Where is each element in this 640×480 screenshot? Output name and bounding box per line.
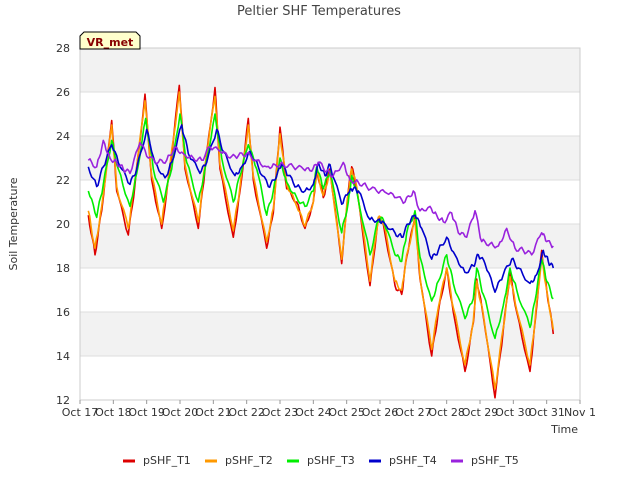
station-badge-label: VR_met: [87, 36, 134, 49]
y-tick-label: 24: [56, 130, 70, 143]
x-tick-label: Oct 31: [528, 406, 565, 419]
x-tick-label: Oct 18: [95, 406, 132, 419]
legend-item-pSHF_T2: pSHF_T2: [205, 454, 273, 467]
legend-item-pSHF_T3: pSHF_T3: [287, 454, 355, 467]
chart-title: Peltier SHF Temperatures: [237, 4, 401, 19]
x-tick-label: Nov 1: [564, 406, 596, 419]
legend-item-pSHF_T5: pSHF_T5: [451, 454, 519, 467]
y-tick-label: 22: [56, 174, 70, 187]
x-axis-label: Time: [550, 423, 578, 436]
y-axis-label: Soil Temperature: [7, 177, 20, 270]
plot-band: [80, 356, 580, 400]
x-tick-label: Oct 17: [62, 406, 99, 419]
x-tick-label: Oct 25: [328, 406, 365, 419]
x-tick-label: Oct 27: [395, 406, 432, 419]
y-tick-label: 16: [56, 306, 70, 319]
y-tick-label: 14: [56, 350, 70, 363]
x-tick-label: Oct 28: [428, 406, 465, 419]
plot-frame: [79, 47, 581, 401]
y-tick-label: 26: [56, 86, 70, 99]
x-tick-label: Oct 29: [462, 406, 499, 419]
legend-label: pSHF_T4: [389, 454, 437, 467]
x-tick-label: Oct 21: [195, 406, 232, 419]
series-line-pSHF_T2: [87, 91, 555, 390]
y-tick-label: 28: [56, 42, 70, 55]
y-axis: 12 14 16 18 20 22 24 26 28: [56, 42, 70, 407]
legend-item-pSHF_T4: pSHF_T4: [369, 454, 437, 467]
legend-label: pSHF_T5: [471, 454, 519, 467]
station-badge: VR_met: [79, 31, 141, 50]
series-line-pSHF_T3: [87, 113, 554, 340]
x-tick-label: Oct 19: [128, 406, 165, 419]
plot-band: [80, 48, 580, 92]
station-badge-shape: [79, 31, 141, 50]
y-tick-label: 20: [56, 218, 70, 231]
legend-label: pSHF_T3: [307, 454, 355, 467]
y-tick-label: 12: [56, 394, 70, 407]
legend-label: pSHF_T2: [225, 454, 273, 467]
x-tick-label: Oct 26: [362, 406, 399, 419]
series-lines: [87, 84, 555, 399]
x-tick-label: Oct 22: [228, 406, 265, 419]
x-tick-label: Oct 20: [162, 406, 199, 419]
x-tick-label: Oct 24: [295, 406, 332, 419]
legend-label: pSHF_T1: [143, 454, 191, 467]
legend: pSHF_T1 pSHF_T2 pSHF_T3 pSHF_T4 pSHF_T5: [123, 454, 519, 467]
x-tick-label: Oct 30: [495, 406, 532, 419]
series-line-pSHF_T5: [87, 139, 554, 256]
x-tick-label: Oct 23: [262, 406, 299, 419]
legend-item-pSHF_T1: pSHF_T1: [123, 454, 191, 467]
y-tick-label: 18: [56, 262, 70, 275]
plot-band: [80, 92, 580, 136]
plot-band: [80, 268, 580, 312]
